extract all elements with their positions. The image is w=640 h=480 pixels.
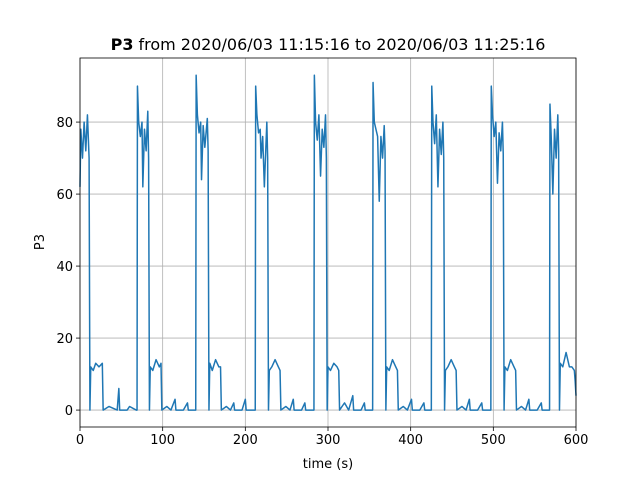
y-axis-label: P3 — [33, 234, 48, 250]
y-tick-label: 60 — [56, 188, 73, 203]
y-tick-label: 0 — [65, 404, 73, 419]
y-tick-label: 20 — [56, 332, 73, 347]
x-tick-label: 200 — [233, 433, 258, 448]
title-text: from 2020/06/03 11:15:16 to 2020/06/03 1… — [138, 35, 545, 54]
x-axis-label: time (s) — [303, 457, 353, 472]
plot-frame — [79, 57, 577, 428]
title-highlight: P3 — [111, 35, 134, 54]
data-line — [79, 74, 577, 411]
x-tick-label: 100 — [150, 433, 175, 448]
x-tick-label: 400 — [398, 433, 423, 448]
x-tick-label: 300 — [316, 433, 341, 448]
y-tick-label: 40 — [56, 260, 73, 275]
x-tick-label: 500 — [481, 433, 506, 448]
chart-title: P3 from 2020/06/03 11:15:16 to 2020/06/03… — [111, 35, 546, 54]
x-tick-label: 0 — [76, 433, 84, 448]
y-tick-label: 80 — [56, 116, 73, 131]
x-tick-label: 600 — [564, 433, 589, 448]
